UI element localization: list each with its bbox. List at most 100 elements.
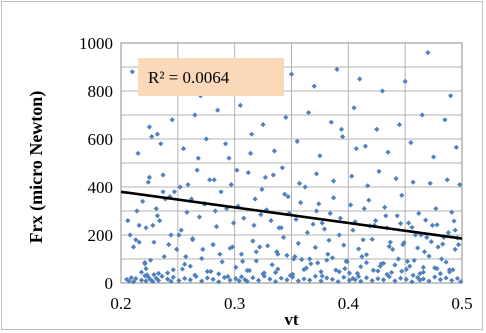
y-tick-label: 0 [105,274,114,293]
data-point [318,278,324,284]
data-point [402,78,408,84]
r-squared-box [138,58,284,96]
data-point [363,260,370,266]
data-point [334,66,340,72]
data-point [146,174,153,180]
trendline [120,190,463,240]
data-point [221,274,228,281]
data-point [399,192,405,198]
data-point [222,141,229,147]
data-point [240,258,246,264]
data-point [437,271,444,277]
data-point [433,206,439,212]
data-point [412,232,418,238]
data-point [225,273,231,280]
data-point [154,131,160,137]
data-point [449,209,455,215]
data-point [435,244,441,250]
data-point [307,256,313,262]
data-point [252,196,258,202]
data-point [228,182,234,188]
data-point [272,278,279,285]
data-point [180,146,187,152]
data-point [359,254,365,260]
data-point [420,269,426,275]
data-point [143,266,149,272]
data-point [136,222,142,228]
data-point [385,149,391,155]
data-point [200,246,206,252]
data-point [451,218,457,224]
data-point [187,263,193,269]
data-point [262,174,268,180]
data-point [166,242,172,248]
data-point [393,176,399,182]
x-tick-label: 0.4 [338,294,360,313]
data-point [398,220,404,227]
data-point [312,273,318,279]
data-point [211,177,217,183]
data-point [207,177,213,183]
data-point [280,234,287,240]
data-point [133,237,139,243]
data-point [442,117,448,123]
data-point [313,208,320,214]
data-point [392,278,398,284]
data-point [329,255,336,261]
data-point [284,252,290,258]
data-point [375,268,381,274]
data-point [360,237,366,243]
data-point [244,267,250,274]
data-point [216,279,222,285]
data-point [338,126,345,132]
data-point [400,242,406,248]
data-point [130,279,137,285]
data-point [238,274,245,280]
data-point [316,201,322,207]
x-axis-title: vt [284,310,299,329]
data-point [408,140,414,146]
data-point [446,267,453,273]
data-point [244,278,250,284]
data-point [154,213,160,219]
data-point [336,269,342,275]
data-point [237,102,243,108]
data-point [297,200,304,206]
data-point [124,276,130,282]
data-point [171,189,178,195]
data-point [125,218,131,224]
data-point [295,240,301,246]
data-point [438,256,445,262]
data-point [301,276,307,282]
data-point [426,253,432,259]
data-point [265,243,271,249]
data-point [395,256,401,262]
data-point [259,186,265,192]
data-point [410,179,416,185]
data-point [275,251,281,257]
data-point [383,213,389,219]
data-point [365,183,371,189]
data-point [129,69,135,75]
data-point [369,236,375,242]
data-point [182,275,188,282]
data-point [390,246,396,252]
data-point [404,258,411,264]
data-point [311,83,317,89]
data-point [155,277,162,283]
data-point [213,224,220,230]
data-point [233,276,239,282]
data-point [279,165,286,171]
data-point [293,216,299,222]
r-squared-annotation: R² = 0.0064 [138,58,284,96]
data-point [133,276,139,282]
data-point [260,271,266,277]
data-point [369,278,375,284]
data-point [170,267,176,273]
data-point [335,278,341,285]
data-point [329,276,336,282]
data-point [310,221,316,227]
data-point [403,276,409,282]
data-point [449,277,455,283]
data-point [143,225,149,231]
